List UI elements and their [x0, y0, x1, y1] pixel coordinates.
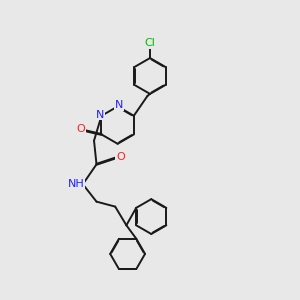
Text: N: N [96, 110, 104, 119]
Text: O: O [76, 124, 85, 134]
Text: NH: NH [68, 179, 84, 189]
Text: O: O [116, 152, 125, 162]
Text: Cl: Cl [145, 38, 155, 48]
Text: N: N [115, 100, 123, 110]
